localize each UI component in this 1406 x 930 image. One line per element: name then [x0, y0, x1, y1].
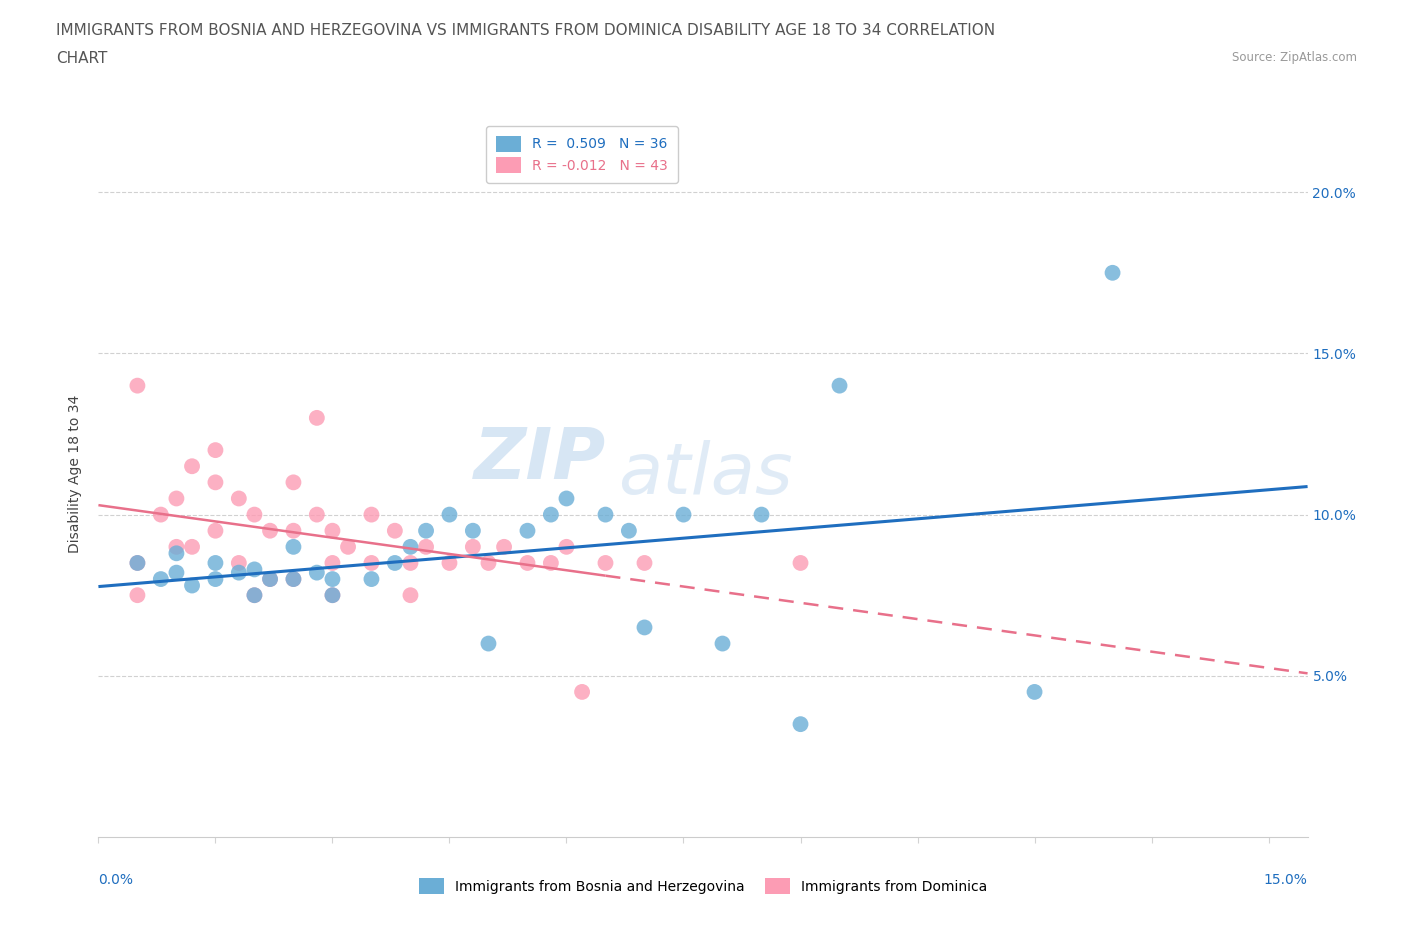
Point — [305, 565, 328, 580]
Point — [243, 562, 266, 577]
Point — [165, 546, 187, 561]
Point — [633, 555, 655, 570]
Point — [516, 555, 538, 570]
Point — [243, 507, 266, 522]
Point — [127, 379, 149, 393]
Point — [461, 524, 484, 538]
Point — [751, 507, 773, 522]
Point — [259, 572, 281, 587]
Point — [415, 539, 437, 554]
Point — [571, 684, 593, 699]
Point — [243, 588, 266, 603]
Point — [181, 539, 204, 554]
Point — [711, 636, 734, 651]
Point — [181, 458, 204, 473]
Point — [439, 555, 461, 570]
Text: 0.0%: 0.0% — [98, 873, 134, 887]
Point — [283, 572, 305, 587]
Point — [228, 565, 250, 580]
Text: atlas: atlas — [619, 440, 793, 509]
Point — [321, 588, 343, 603]
Text: 15.0%: 15.0% — [1264, 873, 1308, 887]
Point — [399, 539, 422, 554]
Point — [633, 620, 655, 635]
Point — [283, 572, 305, 587]
Point — [399, 588, 422, 603]
Point — [360, 572, 382, 587]
Point — [321, 524, 343, 538]
Point — [204, 572, 226, 587]
Point — [259, 572, 281, 587]
Point — [283, 475, 305, 490]
Point — [672, 507, 695, 522]
Text: IMMIGRANTS FROM BOSNIA AND HERZEGOVINA VS IMMIGRANTS FROM DOMINICA DISABILITY AG: IMMIGRANTS FROM BOSNIA AND HERZEGOVINA V… — [56, 23, 995, 38]
Point — [204, 443, 226, 458]
Text: CHART: CHART — [56, 51, 108, 66]
Point — [149, 507, 172, 522]
Point — [384, 555, 406, 570]
Point — [1024, 684, 1046, 699]
Point — [595, 555, 617, 570]
Point — [283, 539, 305, 554]
Point — [555, 491, 578, 506]
Point — [384, 524, 406, 538]
Point — [360, 507, 382, 522]
Point — [439, 507, 461, 522]
Point — [555, 539, 578, 554]
Point — [127, 555, 149, 570]
Point — [1101, 265, 1123, 280]
Text: Source: ZipAtlas.com: Source: ZipAtlas.com — [1232, 51, 1357, 64]
Point — [360, 555, 382, 570]
Point — [181, 578, 204, 593]
Point — [540, 507, 562, 522]
Point — [165, 565, 187, 580]
Point — [477, 555, 499, 570]
Point — [540, 555, 562, 570]
Point — [789, 555, 811, 570]
Point — [321, 588, 343, 603]
Point — [228, 491, 250, 506]
Point — [399, 555, 422, 570]
Point — [228, 555, 250, 570]
Point — [283, 524, 305, 538]
Point — [204, 524, 226, 538]
Point — [415, 524, 437, 538]
Point — [127, 555, 149, 570]
Point — [321, 572, 343, 587]
Point — [259, 524, 281, 538]
Legend: Immigrants from Bosnia and Herzegovina, Immigrants from Dominica: Immigrants from Bosnia and Herzegovina, … — [413, 872, 993, 900]
Point — [337, 539, 360, 554]
Point — [305, 410, 328, 425]
Point — [617, 524, 640, 538]
Point — [461, 539, 484, 554]
Y-axis label: Disability Age 18 to 34: Disability Age 18 to 34 — [69, 395, 83, 553]
Point — [127, 588, 149, 603]
Point — [516, 524, 538, 538]
Point — [165, 539, 187, 554]
Text: ZIP: ZIP — [474, 425, 606, 494]
Point — [305, 507, 328, 522]
Point — [321, 555, 343, 570]
Point — [165, 491, 187, 506]
Legend: R =  0.509   N = 36, R = -0.012   N = 43: R = 0.509 N = 36, R = -0.012 N = 43 — [486, 126, 678, 183]
Point — [204, 475, 226, 490]
Point — [243, 588, 266, 603]
Point — [204, 555, 226, 570]
Point — [789, 717, 811, 732]
Point — [477, 636, 499, 651]
Point — [494, 539, 516, 554]
Point — [828, 379, 851, 393]
Point — [595, 507, 617, 522]
Point — [149, 572, 172, 587]
